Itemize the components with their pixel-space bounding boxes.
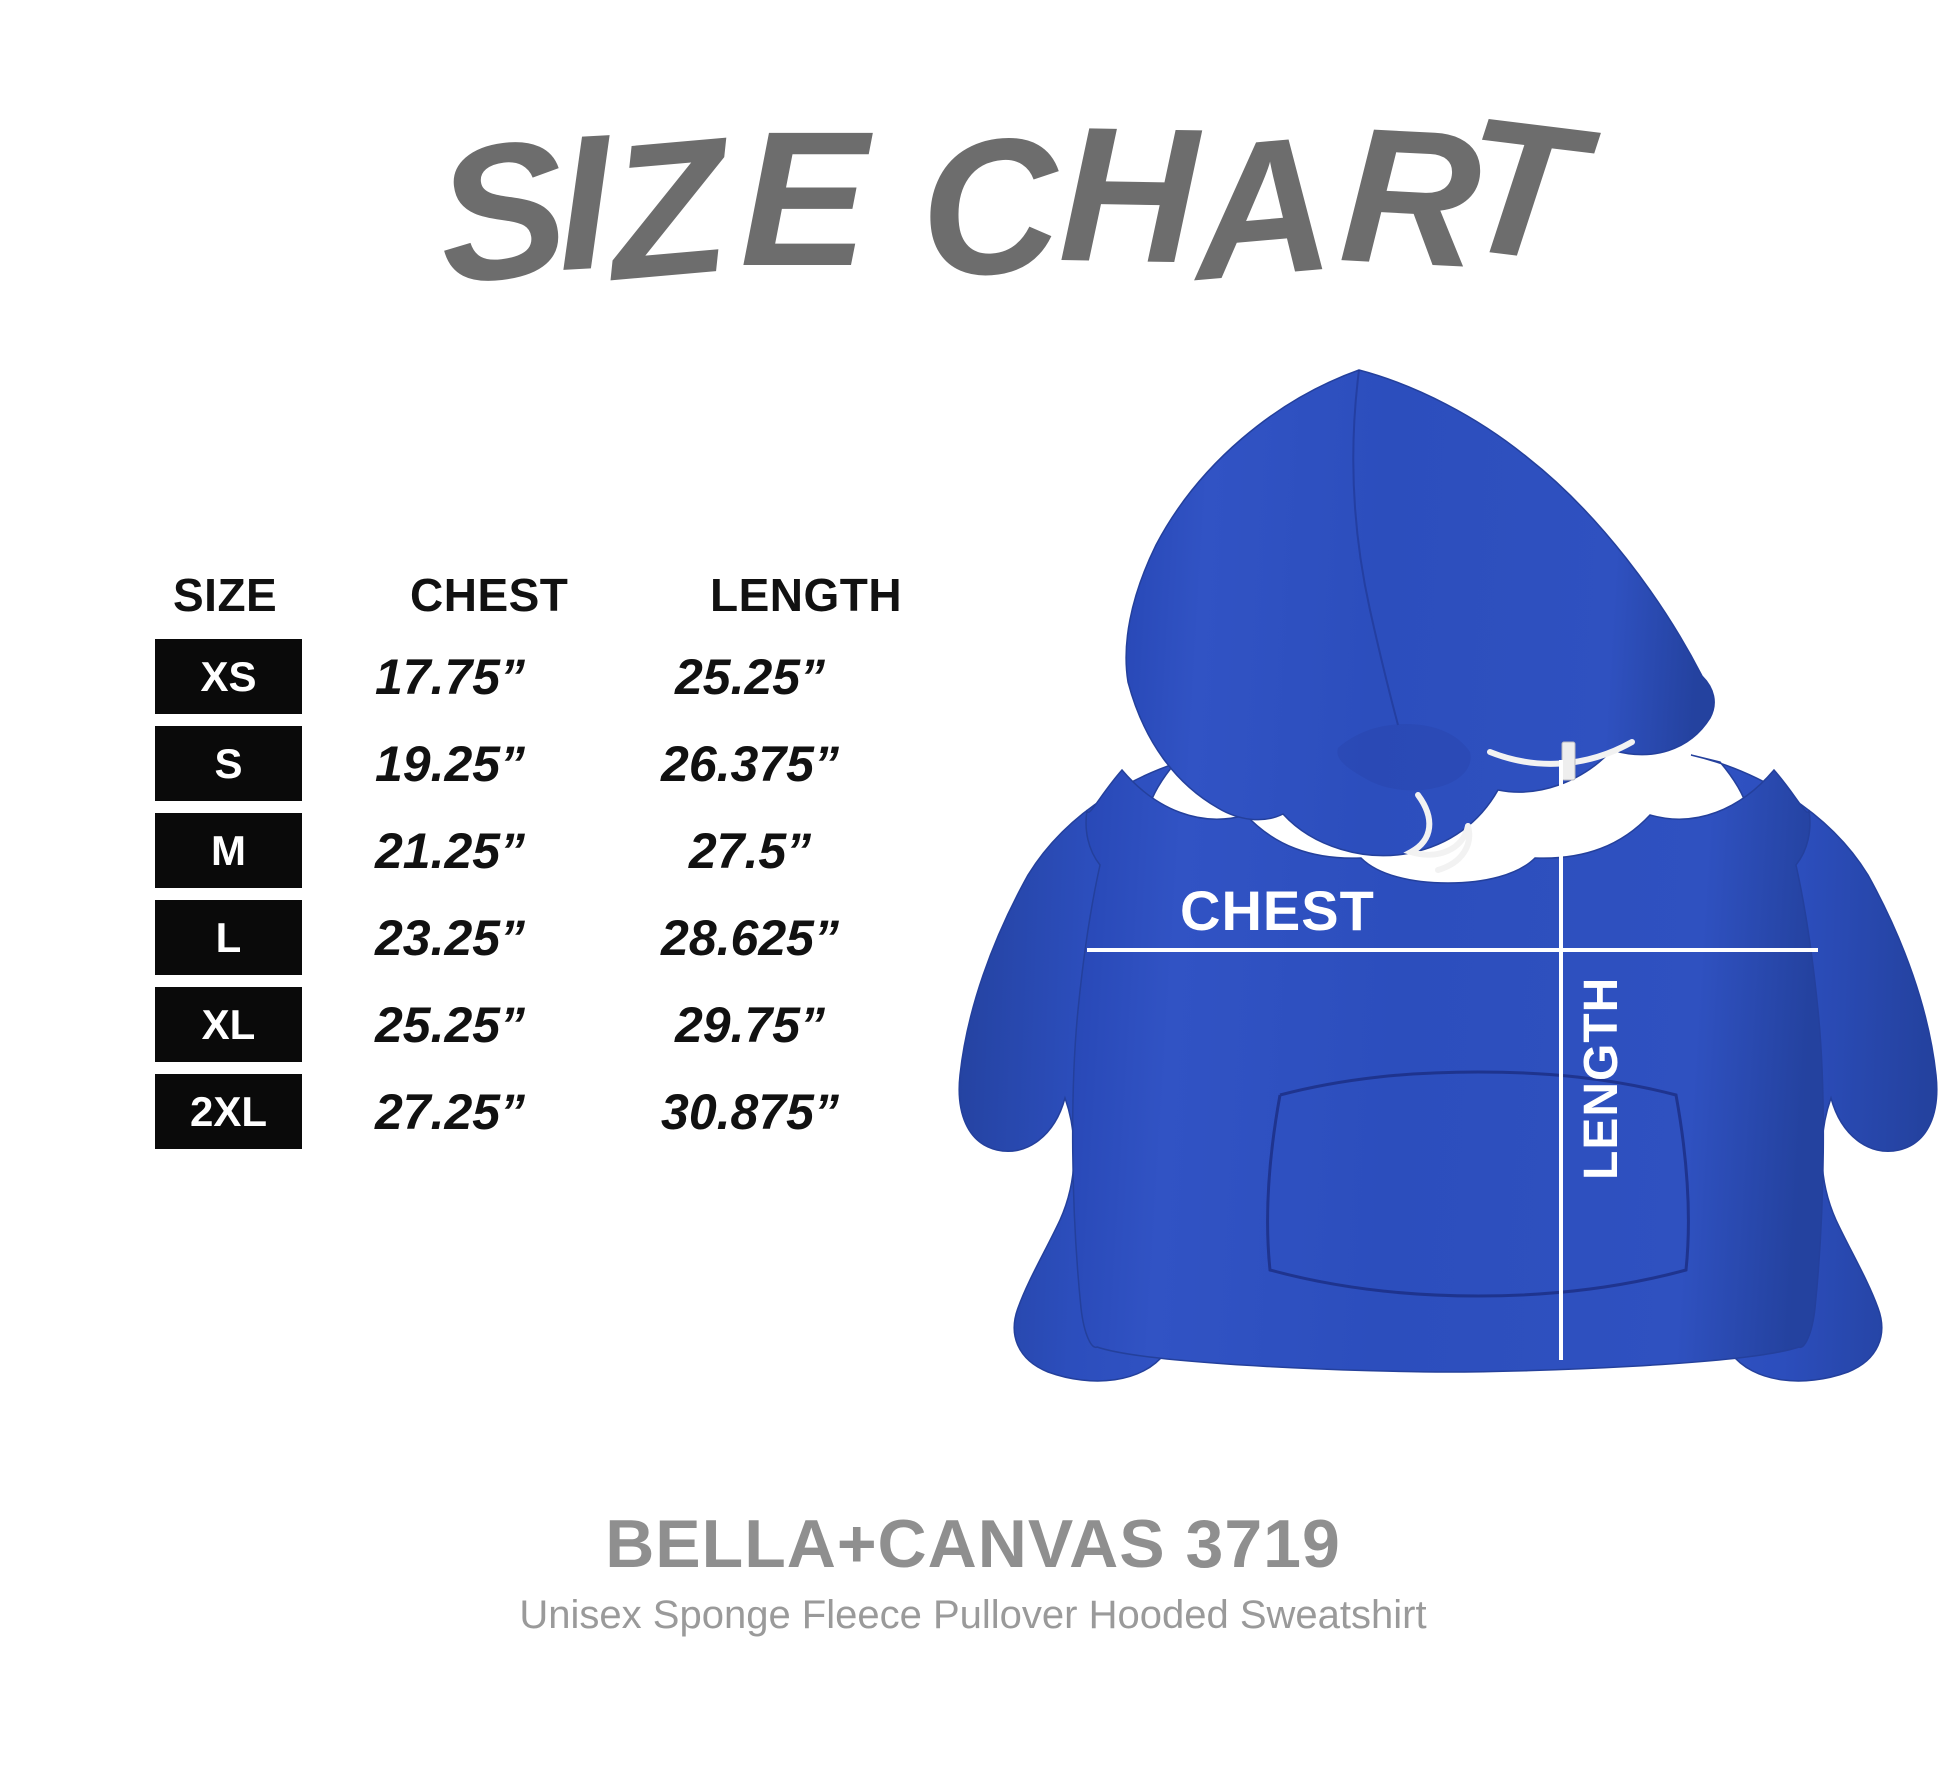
svg-text:C: C xyxy=(913,110,1069,319)
svg-text:E: E xyxy=(740,110,873,306)
svg-text:Z: Z xyxy=(595,110,742,321)
svg-text:T: T xyxy=(1450,110,1606,305)
svg-text:H: H xyxy=(1057,110,1203,303)
svg-text:LENGTH: LENGTH xyxy=(1575,977,1628,1180)
svg-text:CHEST: CHEST xyxy=(1180,879,1375,942)
svg-text:A: A xyxy=(1179,110,1340,321)
